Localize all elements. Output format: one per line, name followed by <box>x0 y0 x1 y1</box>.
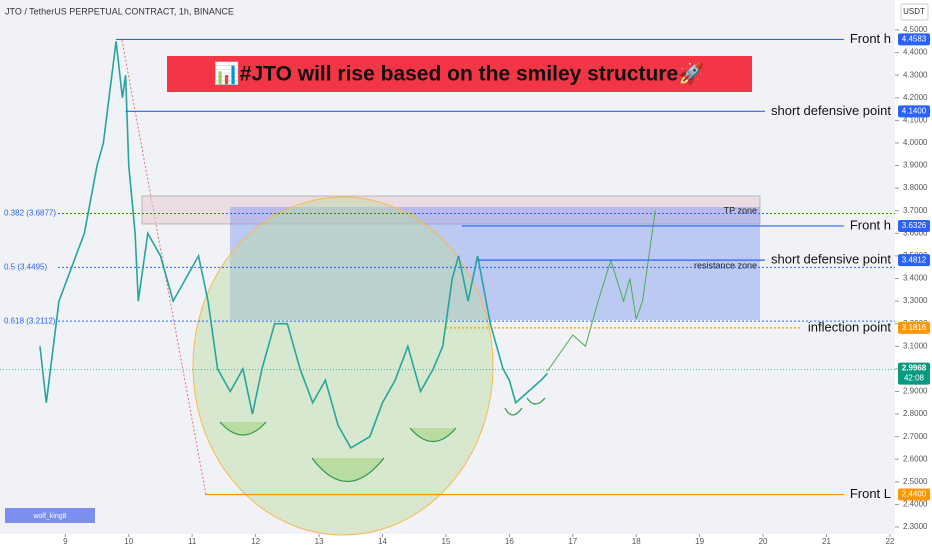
smiley-eye <box>219 421 267 436</box>
currency-box[interactable] <box>900 3 929 21</box>
smiley-eye <box>504 407 523 416</box>
smiley-eye <box>526 397 546 405</box>
price-tag-label: 4.1400 <box>902 106 927 115</box>
x-tick-label: 18 <box>632 537 641 546</box>
x-tick-label: 13 <box>315 537 324 546</box>
price-tag-label: 4.4583 <box>902 35 927 44</box>
y-tick-label: 4.3000 <box>903 70 928 79</box>
y-tick-label: 2.9000 <box>903 387 928 396</box>
trend-line <box>121 39 207 496</box>
fib-label: 0.382 (3.6877) <box>4 209 56 218</box>
price-tag <box>898 321 930 334</box>
y-tick-label: 3.6000 <box>903 228 928 237</box>
y-tick-label: 2.4000 <box>903 500 928 509</box>
x-tick-label: 21 <box>822 537 831 546</box>
watermark: wolf_king8 <box>32 513 66 520</box>
price-tag-label: 3.6326 <box>902 221 927 230</box>
x-tick-label: 11 <box>188 537 197 546</box>
y-tick-label: 3.9000 <box>903 161 928 170</box>
y-tick-label: 4.0000 <box>903 138 928 147</box>
current-price-tag <box>898 362 930 385</box>
y-tick-label: 4.1000 <box>903 115 928 124</box>
price-axis <box>895 0 932 550</box>
current-price-label: 2.9968 <box>902 364 927 373</box>
y-tick-label: 3.3000 <box>903 296 928 305</box>
x-tick-label: 15 <box>441 537 450 546</box>
fib-label: 0.5 (3.4495) <box>4 262 47 271</box>
time-axis <box>0 534 895 550</box>
level-label: short defensive point <box>771 103 891 118</box>
y-tick-label: 3.8000 <box>903 183 928 192</box>
price-line <box>39 41 548 450</box>
smiley-eye <box>409 427 457 443</box>
chart-title: 📊#JTO will rise based on the smiley stru… <box>214 61 705 86</box>
x-tick-label: 12 <box>251 537 260 546</box>
price-tag <box>898 488 930 501</box>
y-tick-label: 2.7000 <box>903 432 928 441</box>
y-tick-label: 4.4000 <box>903 48 928 57</box>
y-tick-label: 2.3000 <box>903 522 928 531</box>
x-tick-label: 19 <box>695 537 704 546</box>
level-label: Front h <box>850 31 891 46</box>
zone-label: TP zone <box>724 205 757 215</box>
price-tag-label: 3.1816 <box>902 323 927 332</box>
header: JTO / TetherUS PERPETUAL CONTRACT, 1h, B… <box>5 6 234 16</box>
tp-zone <box>141 195 761 225</box>
y-tick-label: 2.5000 <box>903 477 928 486</box>
title-banner <box>167 56 752 92</box>
level-label: Front L <box>850 486 891 501</box>
y-tick-label: 4.5000 <box>903 25 928 34</box>
price-tag <box>898 254 930 267</box>
countdown: 42:08 <box>904 374 925 383</box>
projection-line <box>546 210 656 372</box>
y-tick-label: 3.4000 <box>903 274 928 283</box>
x-tick-label: 17 <box>568 537 577 546</box>
x-tick-label: 20 <box>759 537 768 546</box>
x-tick-label: 16 <box>505 537 514 546</box>
x-tick-label: 10 <box>124 537 133 546</box>
x-tick-label: 22 <box>885 537 894 546</box>
price-tag-label: 2.4400 <box>902 490 927 499</box>
fib-label: 0.618 (3.2112) <box>4 316 56 325</box>
smiley-face <box>192 196 494 536</box>
smiley-mouth <box>311 457 385 482</box>
y-tick-label: 2.6000 <box>903 454 928 463</box>
price-tag <box>898 33 930 46</box>
price-tag-label: 3.4812 <box>902 255 927 264</box>
watermark-box <box>5 508 95 523</box>
zone-label: resistance zone <box>694 260 757 270</box>
price-tag <box>898 105 930 118</box>
y-tick-label: 4.2000 <box>903 93 928 102</box>
level-label: inflection point <box>808 319 891 334</box>
x-tick-label: 9 <box>63 537 68 546</box>
price-tag <box>898 219 930 232</box>
x-tick-label: 14 <box>378 537 387 546</box>
level-label: short defensive point <box>771 252 891 267</box>
chart-layer: 2.3000 2.4000 2.5000 2.6000 2.7000 2.8000 2.90… <box>0 25 930 546</box>
y-tick-label: 3.1000 <box>903 341 928 350</box>
level-label: Front h <box>850 217 891 232</box>
y-tick-label: 2.8000 <box>903 409 928 418</box>
y-tick-label: 3.7000 <box>903 206 928 215</box>
currency[interactable]: USDT <box>903 7 925 16</box>
